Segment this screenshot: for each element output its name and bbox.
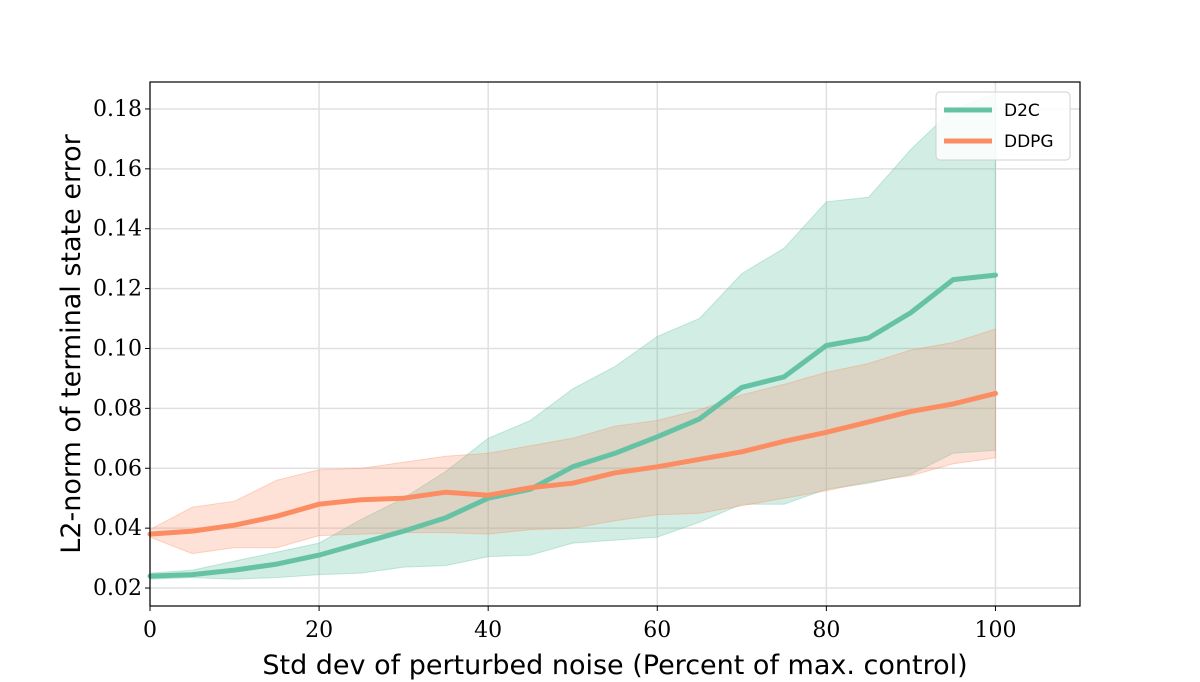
point-d2c xyxy=(572,466,574,468)
point-d2c xyxy=(825,345,827,346)
point-ddpg xyxy=(360,499,362,501)
point-ddpg xyxy=(530,487,531,489)
x-tick-label: 40 xyxy=(474,618,502,643)
point-ddpg xyxy=(910,410,912,412)
legend-label-ddpg: DDPG xyxy=(1004,132,1054,152)
point-d2c xyxy=(614,452,616,454)
x-tick-label: 80 xyxy=(812,618,840,643)
point-d2c xyxy=(741,386,743,388)
line-layer xyxy=(147,272,998,579)
point-d2c xyxy=(403,530,405,532)
x-tick-label: 60 xyxy=(643,618,671,643)
point-ddpg xyxy=(699,458,700,460)
plot-frame xyxy=(149,81,1081,607)
y-tick-label: 0.08 xyxy=(93,396,142,421)
point-ddpg xyxy=(952,403,954,405)
point-ddpg xyxy=(572,482,574,484)
point-d2c xyxy=(995,274,996,276)
x-tick-label: 0 xyxy=(143,618,157,643)
point-ddpg xyxy=(487,494,489,496)
x-tick-label: 20 xyxy=(305,618,333,643)
point-d2c xyxy=(318,554,320,556)
y-tick-label: 0.06 xyxy=(93,456,142,481)
point-d2c xyxy=(910,312,912,314)
point-d2c xyxy=(952,279,954,281)
point-d2c xyxy=(868,337,870,339)
y-tick-label: 0.14 xyxy=(93,217,142,242)
point-ddpg xyxy=(276,515,278,517)
point-d2c xyxy=(276,563,278,565)
point-d2c xyxy=(656,436,658,438)
tick-layer: 0 20 40 60 80 100 0.02 0.04 0.06 0.08 0.10 0.12 0.14… xyxy=(93,97,1016,643)
point-ddpg xyxy=(614,472,616,474)
point-ddpg xyxy=(741,451,743,453)
y-tick-label: 0.16 xyxy=(93,157,142,182)
y-tick-label: 0.12 xyxy=(93,277,142,302)
point-ddpg xyxy=(783,440,785,442)
point-ddpg xyxy=(234,524,235,526)
point-d2c xyxy=(699,418,700,420)
point-ddpg xyxy=(191,530,193,532)
y-axis-title: L2-norm of terminal state error xyxy=(56,133,87,553)
legend-label-d2c: D2C xyxy=(1004,101,1040,121)
y-tick-label: 0.04 xyxy=(93,516,142,541)
point-ddpg xyxy=(656,466,658,468)
x-axis-title: Std dev of perturbed noise (Percent of m… xyxy=(262,650,967,681)
point-ddpg xyxy=(825,431,827,433)
point-d2c xyxy=(191,574,193,576)
point-d2c xyxy=(783,376,785,378)
point-d2c xyxy=(487,497,489,499)
point-ddpg xyxy=(318,503,320,505)
point-ddpg xyxy=(445,491,447,493)
y-tick-label: 0.18 xyxy=(93,97,142,122)
point-d2c xyxy=(360,542,362,544)
point-ddpg xyxy=(995,392,996,394)
x-tick-label: 100 xyxy=(974,618,1016,643)
band-d2c xyxy=(149,93,996,580)
legend: D2C DDPG xyxy=(935,91,1071,161)
point-d2c xyxy=(445,517,447,519)
point-ddpg xyxy=(403,497,405,499)
point-d2c xyxy=(234,569,235,571)
point-ddpg xyxy=(868,421,870,423)
y-tick-label: 0.10 xyxy=(93,336,142,361)
y-tick-label: 0.02 xyxy=(93,576,142,601)
